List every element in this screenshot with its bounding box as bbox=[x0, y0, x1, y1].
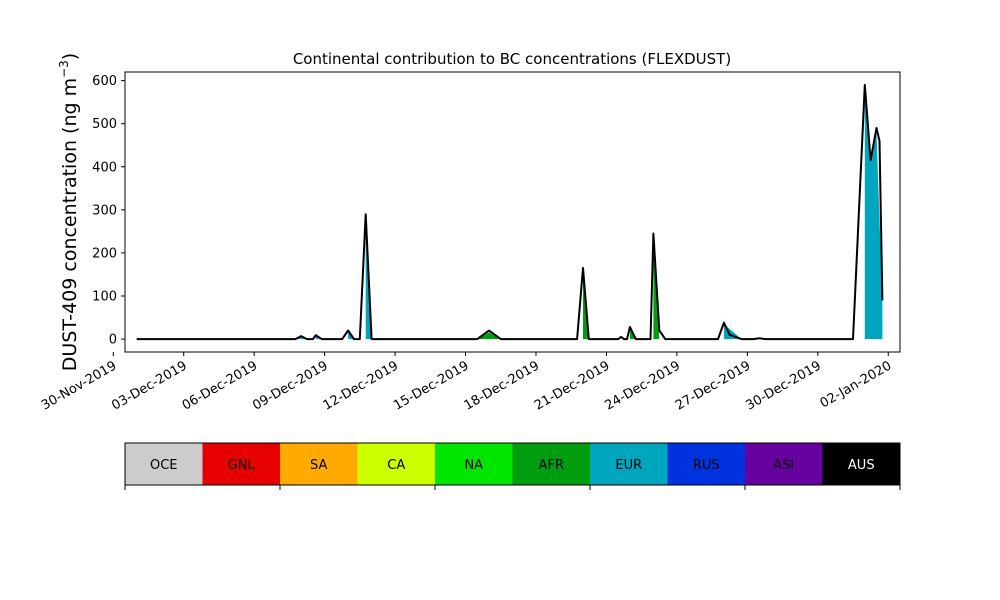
x-axis: 30-Nov-201903-Dec-201906-Dec-201909-Dec-… bbox=[39, 352, 894, 414]
x-tick-label: 30-Dec-2019 bbox=[743, 358, 823, 413]
x-tick-label: 27-Dec-2019 bbox=[673, 358, 753, 413]
legend-label-gnl: GNL bbox=[228, 458, 256, 473]
legend-swatch-oce bbox=[125, 443, 203, 485]
y-tick-label: 500 bbox=[92, 117, 117, 132]
legend-swatch-eur bbox=[590, 443, 668, 485]
y-tick-label: 600 bbox=[92, 74, 117, 89]
plot-area bbox=[124, 71, 901, 353]
total-concentration-line bbox=[136, 83, 884, 341]
y-axis-label: DUST-409 concentration (ng m−3) bbox=[57, 53, 81, 371]
legend-swatch-asi bbox=[745, 443, 823, 485]
x-tick-label: 03-Dec-2019 bbox=[109, 358, 189, 413]
x-tick-label: 21-Dec-2019 bbox=[532, 358, 612, 413]
legend-label-ca: CA bbox=[387, 458, 405, 473]
x-tick-label: 18-Dec-2019 bbox=[462, 358, 542, 413]
x-tick-label: 24-Dec-2019 bbox=[602, 358, 682, 413]
legend-swatch-ca bbox=[357, 443, 435, 485]
legend-frame bbox=[124, 442, 901, 486]
region-legend-colorbar: OCE GNL SA CA NA AFR EUR RUS ASI AUS bbox=[124, 442, 901, 490]
y-tick-label: 100 bbox=[92, 290, 117, 305]
y-axis-label-close: ) bbox=[59, 53, 81, 60]
legend-label-na: NA bbox=[464, 458, 483, 473]
series-area-eur bbox=[295, 97, 883, 340]
legend-swatch-afr bbox=[512, 443, 590, 485]
x-tick-label: 06-Dec-2019 bbox=[180, 358, 260, 413]
legend-label-oce: OCE bbox=[150, 458, 178, 473]
x-tick-label: 12-Dec-2019 bbox=[321, 358, 401, 413]
legend-label-eur: EUR bbox=[615, 458, 642, 473]
legend-swatch-sa bbox=[280, 443, 358, 485]
y-tick-label: 300 bbox=[92, 203, 117, 218]
legend-label-rus: RUS bbox=[693, 458, 720, 473]
x-tick-label: 02-Jan-2020 bbox=[818, 358, 895, 411]
legend-label-asi: ASI bbox=[773, 458, 794, 473]
y-axis-label-exponent: −3 bbox=[57, 60, 71, 78]
chart-title: Continental contribution to BC concentra… bbox=[293, 50, 731, 68]
axes-frame bbox=[124, 71, 901, 353]
legend-label-aus: AUS bbox=[848, 458, 875, 473]
y-tick-label: 0 bbox=[109, 333, 117, 348]
y-axis: 0 100 200 300 400 500 600 bbox=[92, 74, 125, 348]
y-tick-label: 200 bbox=[92, 246, 117, 261]
legend-swatch-rus bbox=[667, 443, 745, 485]
legend-swatch-aus bbox=[822, 443, 900, 485]
legend-swatch-na bbox=[435, 443, 513, 485]
legend-label-sa: SA bbox=[310, 458, 327, 473]
stacked-areas bbox=[295, 97, 883, 340]
x-tick-label: 09-Dec-2019 bbox=[250, 358, 330, 413]
y-tick-label: 400 bbox=[92, 160, 117, 175]
legend-swatch-gnl bbox=[202, 443, 280, 485]
legend-label-afr: AFR bbox=[539, 458, 564, 473]
y-axis-label-main: DUST-409 concentration (ng m bbox=[59, 78, 81, 371]
series-area-afr bbox=[477, 244, 660, 340]
x-tick-label: 15-Dec-2019 bbox=[391, 358, 471, 413]
